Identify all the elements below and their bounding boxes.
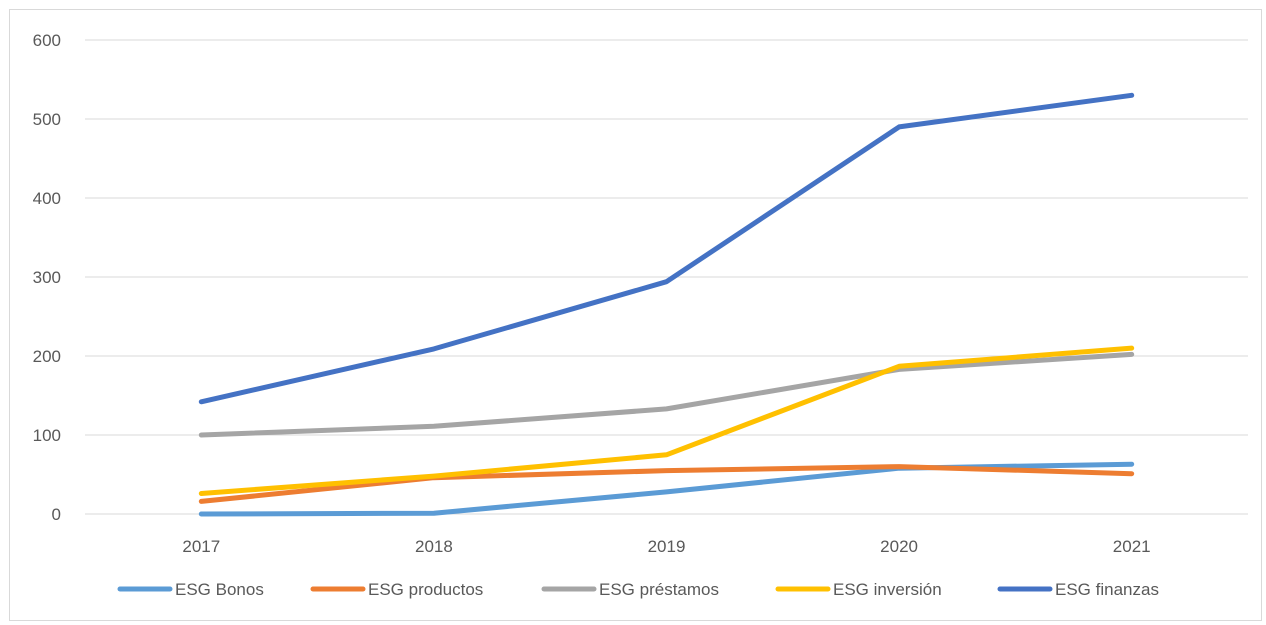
x-tick-label: 2017	[182, 537, 220, 556]
legend-label: ESG inversión	[833, 580, 942, 599]
legend-label: ESG Bonos	[175, 580, 264, 599]
x-tick-label: 2018	[415, 537, 453, 556]
series-lines	[198, 92, 1135, 517]
gridlines	[85, 39, 1248, 515]
x-tick-label: 2019	[648, 537, 686, 556]
series-line-4	[198, 92, 1135, 405]
legend-label: ESG finanzas	[1055, 580, 1159, 599]
x-tick-label: 2020	[880, 537, 918, 556]
legend-label: ESG productos	[368, 580, 483, 599]
series-line-2	[198, 351, 1135, 438]
y-tick-label: 200	[33, 347, 61, 366]
legend: ESG Bonos ESG productos ESG préstamos ESG i…	[117, 580, 1159, 599]
series-line-1	[198, 464, 1135, 504]
y-tick-label: 100	[33, 426, 61, 445]
chart-frame	[9, 9, 1262, 621]
y-tick-label: 600	[33, 31, 61, 50]
series-line-3	[198, 345, 1135, 496]
y-tick-label: 300	[33, 268, 61, 287]
y-axis-tick-labels: 0 100 200 300 400 500 600	[33, 31, 61, 524]
y-tick-label: 500	[33, 110, 61, 129]
y-tick-label: 0	[52, 505, 61, 524]
x-axis-tick-labels: 2017 2018 2019 2020 2021	[182, 537, 1150, 556]
y-tick-label: 400	[33, 189, 61, 208]
x-tick-label: 2021	[1113, 537, 1151, 556]
legend-label: ESG préstamos	[599, 580, 719, 599]
